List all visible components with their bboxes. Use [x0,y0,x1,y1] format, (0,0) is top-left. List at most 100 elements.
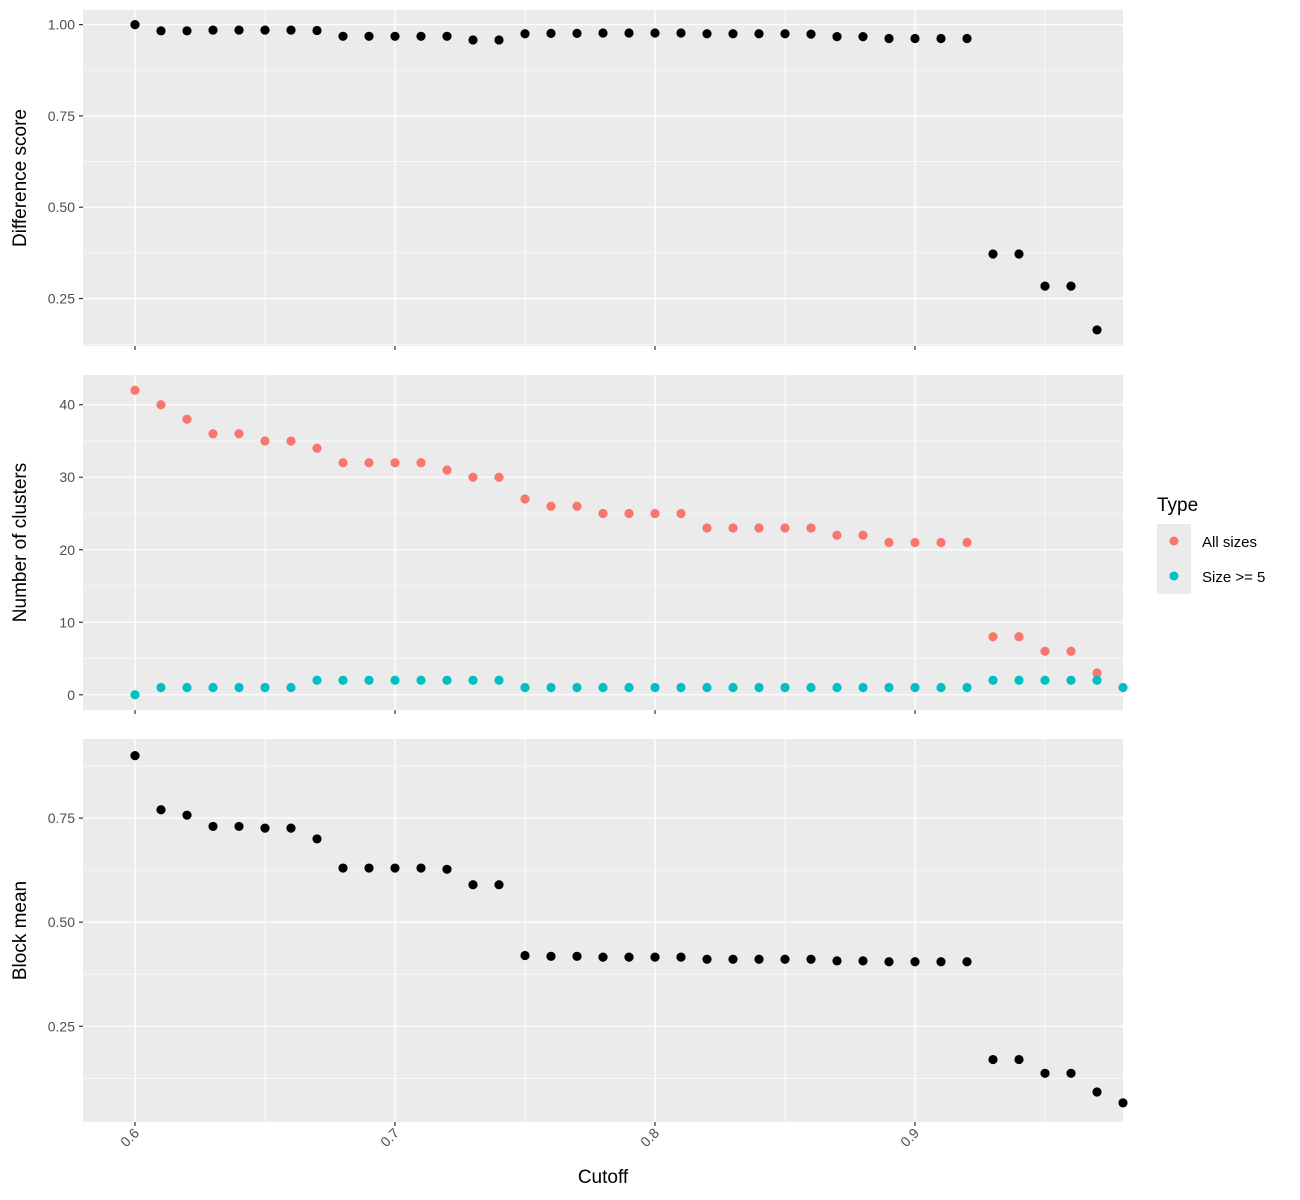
data-point [676,508,686,519]
data-point [546,501,556,511]
data-point [208,429,218,439]
data-point [234,821,244,832]
data-point [1040,281,1050,291]
legend-label-all-sizes: All sizes [1202,534,1257,551]
data-point [156,26,166,36]
data-point [962,33,972,44]
data-point [884,537,894,548]
data-point [182,414,192,424]
legend-title: Type [1157,495,1198,516]
data-point [702,682,712,693]
data-point [364,31,374,41]
data-point [260,436,270,446]
data-point [650,508,660,519]
data-point [832,956,842,966]
y-tick-label: 40 [59,397,75,413]
x-tick-label: 0.9 [897,1125,922,1150]
y-tick-label: 0.50 [48,199,75,215]
panel-background [83,739,1123,1122]
data-point [702,954,712,964]
data-point [312,443,322,453]
data-point [208,821,218,832]
legend-key-size-ge-5 [1169,571,1179,581]
data-point [182,682,192,693]
data-point [468,675,478,685]
data-point [260,823,270,833]
data-point [936,957,946,967]
data-point [312,25,322,36]
data-point [312,675,322,685]
data-point [130,751,140,761]
y-tick-label: 0.25 [48,291,75,307]
data-point [806,523,816,533]
data-point [520,494,530,504]
data-point [520,29,530,39]
data-point [416,458,426,468]
data-point [754,682,764,693]
data-point [390,458,400,468]
data-point [130,690,140,700]
data-point [364,458,374,468]
data-point [1014,632,1024,642]
data-point [1092,675,1102,685]
data-point [962,957,972,967]
data-point [910,537,920,548]
data-point [728,682,738,693]
y-tick-label: 30 [59,469,75,485]
y-tick-label: 0.75 [48,810,75,826]
data-point [598,508,608,519]
data-point [234,682,244,693]
data-point [572,682,582,693]
data-point [494,35,504,45]
y-tick-label: 0 [67,687,75,703]
data-point [442,31,452,41]
data-point [858,956,868,966]
data-point [364,863,374,873]
data-point [286,682,296,693]
data-point [884,682,894,693]
data-point [598,28,608,38]
data-point [182,26,192,36]
y-tick-label: 20 [59,542,75,558]
data-point [624,952,634,962]
data-point [156,805,166,815]
series-size-5 [130,675,1128,700]
data-point [546,682,556,693]
data-point [910,682,920,693]
series-difference-score [130,20,1102,335]
data-point [988,632,998,642]
data-point [1092,1087,1102,1097]
data-point [884,33,894,44]
data-point [702,523,712,533]
data-point [780,29,790,39]
data-point [858,682,868,693]
data-point [520,682,530,693]
data-point [208,682,218,693]
data-point [338,675,348,685]
data-point [962,537,972,548]
data-point [676,952,686,962]
data-point [572,501,582,511]
data-point [962,682,972,693]
x-tick-label: 0.7 [377,1125,402,1150]
data-point [572,951,582,961]
data-point [416,31,426,41]
y-axis-title-block-mean: Block mean [10,881,31,980]
data-point [546,28,556,38]
data-point [1014,1054,1024,1065]
panel-background [83,375,1123,710]
data-point [806,954,816,964]
data-point [676,682,686,693]
legend-label-size-ge-5: Size >= 5 [1202,569,1265,586]
data-point [780,682,790,693]
data-point [182,810,192,820]
data-point [390,675,400,685]
data-point [286,25,296,35]
data-point [624,28,634,38]
data-point [910,957,920,967]
panels-layer: 0.25 0.50 0.75 1.00 Difference score 0 10 20 30 4… [10,10,1128,1126]
data-point [468,472,478,482]
data-point [754,29,764,39]
data-point [1066,646,1076,656]
x-tick-label: 0.8 [637,1125,662,1150]
